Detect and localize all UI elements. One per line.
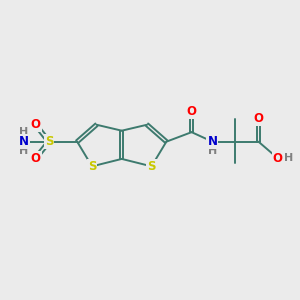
Text: H: H	[284, 153, 294, 163]
Text: O: O	[187, 105, 196, 118]
Text: H: H	[19, 146, 28, 156]
Text: N: N	[19, 135, 29, 148]
Text: O: O	[254, 112, 263, 125]
Text: O: O	[31, 152, 40, 165]
Text: O: O	[31, 118, 40, 131]
Text: H: H	[208, 146, 217, 156]
Text: S: S	[45, 135, 53, 148]
Text: H: H	[19, 127, 28, 137]
Text: S: S	[147, 160, 156, 173]
Text: N: N	[207, 135, 218, 148]
Text: S: S	[88, 160, 96, 173]
Text: O: O	[273, 152, 283, 165]
